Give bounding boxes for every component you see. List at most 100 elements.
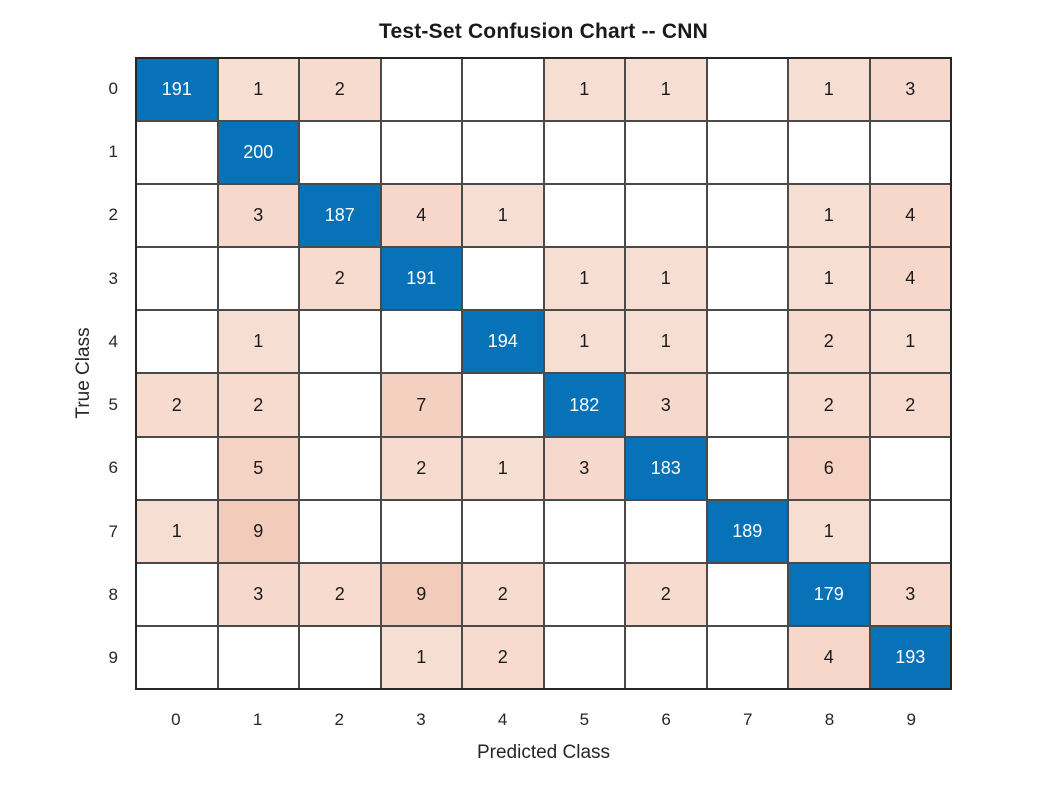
matrix-cell [707,437,787,499]
matrix-cell [300,626,380,688]
matrix-cell: 2 [463,563,543,625]
matrix-cell [707,374,787,436]
matrix-cell: 1 [626,311,706,373]
matrix-cell [707,59,787,121]
matrix-cell: 1 [789,500,869,562]
matrix-cell: 1 [463,437,543,499]
confusion-matrix-grid: 191 1 2 1 1 1 3 200 3 187 4 1 1 4 2 191 1 1 1 4 1 194 1 1 2 1 2 2 7 1… [135,57,952,690]
matrix-cell [544,626,624,688]
matrix-cell [137,122,217,184]
matrix-cell: 3 [626,374,706,436]
x-axis-ticks: 0 1 2 3 4 5 6 7 8 9 [135,704,952,736]
matrix-cell: 179 [789,563,869,625]
matrix-cell: 189 [707,500,787,562]
matrix-cell: 2 [463,626,543,688]
matrix-cell [707,626,787,688]
y-tick-label: 6 [108,458,118,478]
matrix-cell: 1 [381,626,461,688]
matrix-cell [870,122,950,184]
matrix-cell [137,185,217,247]
x-axis-label: Predicted Class [476,742,611,763]
matrix-cell: 183 [626,437,706,499]
matrix-cell [707,248,787,310]
matrix-cell: 187 [300,185,380,247]
y-axis-ticks: 0 1 2 3 4 5 6 7 8 9 [40,57,118,690]
matrix-cell [463,500,543,562]
matrix-cell: 3 [218,185,298,247]
x-tick-label: 8 [824,710,835,729]
matrix-cell: 1 [218,59,298,121]
matrix-cell [463,122,543,184]
matrix-cell: 1 [626,248,706,310]
matrix-cell [707,122,787,184]
matrix-cell [218,626,298,688]
matrix-cell [381,311,461,373]
matrix-cell [707,185,787,247]
matrix-cell: 2 [218,374,298,436]
matrix-cell: 182 [544,374,624,436]
matrix-cell [218,248,298,310]
matrix-cell [300,122,380,184]
x-tick-label: 6 [661,710,671,729]
y-tick-label: 2 [108,205,118,225]
y-tick-label: 8 [108,585,118,605]
matrix-cell: 191 [381,248,461,310]
x-tick-label: 5 [579,710,590,729]
matrix-cell [544,563,624,625]
matrix-cell: 3 [544,437,624,499]
matrix-cell [300,500,380,562]
matrix-cell [544,122,624,184]
matrix-cell: 5 [218,437,298,499]
matrix-cell: 4 [381,185,461,247]
matrix-cell [463,374,543,436]
y-tick-label: 7 [108,521,118,541]
matrix-cell: 3 [870,563,950,625]
matrix-cell: 1 [544,59,624,121]
matrix-cell [381,59,461,121]
matrix-cell [789,122,869,184]
matrix-cell: 3 [870,59,950,121]
y-tick-label: 1 [108,141,118,161]
matrix-cell: 1 [626,59,706,121]
matrix-cell [626,185,706,247]
y-tick-label: 9 [108,648,118,668]
matrix-cell [626,626,706,688]
x-tick-label: 2 [334,710,344,729]
matrix-cell: 2 [789,311,869,373]
matrix-cell [300,374,380,436]
matrix-cell: 1 [544,248,624,310]
chart-title: Test-Set Confusion Chart -- CNN [379,20,708,43]
matrix-cell: 7 [381,374,461,436]
matrix-cell: 3 [218,563,298,625]
matrix-cell: 193 [870,626,950,688]
matrix-cell [707,311,787,373]
matrix-cell [137,626,217,688]
matrix-cell: 4 [789,626,869,688]
matrix-cell [544,185,624,247]
x-tick-label: 1 [252,710,263,729]
matrix-cell: 191 [137,59,217,121]
matrix-cell: 2 [381,437,461,499]
matrix-cell [300,311,380,373]
matrix-cell: 9 [381,563,461,625]
matrix-cell: 200 [218,122,298,184]
matrix-cell [463,59,543,121]
matrix-cell [381,500,461,562]
matrix-cell [300,437,380,499]
matrix-cell: 2 [789,374,869,436]
x-tick-label: 4 [497,710,508,729]
matrix-cell [626,500,706,562]
matrix-cell: 1 [463,185,543,247]
y-tick-label: 3 [108,268,118,288]
matrix-cell: 6 [789,437,869,499]
matrix-cell: 2 [300,563,380,625]
matrix-cell [707,563,787,625]
x-tick-label: 7 [743,710,753,729]
matrix-cell [137,248,217,310]
matrix-cell: 194 [463,311,543,373]
matrix-cell: 2 [300,248,380,310]
matrix-cell [137,563,217,625]
matrix-cell: 2 [137,374,217,436]
matrix-cell: 2 [626,563,706,625]
